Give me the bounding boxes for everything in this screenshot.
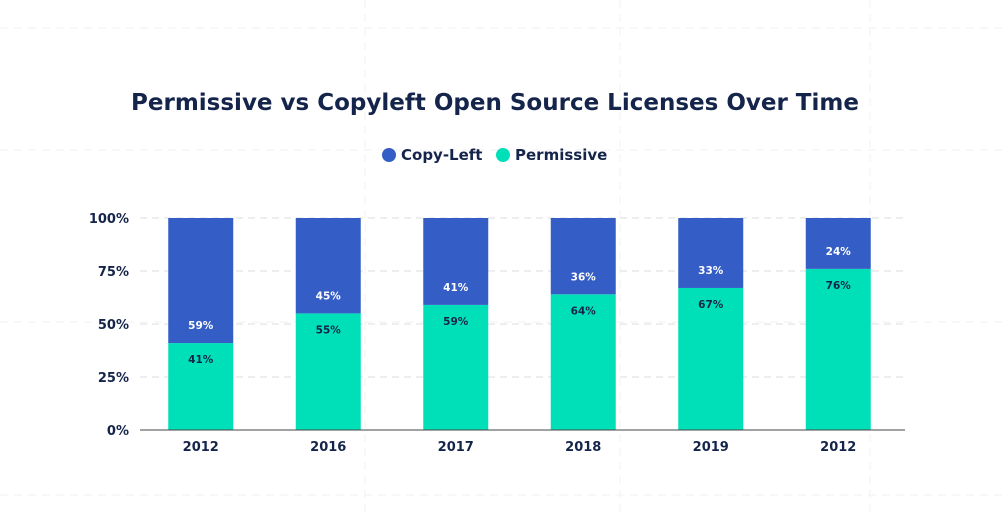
bar-permissive: [678, 287, 744, 430]
legend-label-copyleft: Copy-Left: [401, 146, 482, 164]
data-label-permissive: 59%: [443, 316, 469, 328]
legend: Copy-Left Permissive: [382, 146, 607, 164]
x-tick-label: 2012: [820, 440, 856, 455]
y-tick-label: 50%: [98, 318, 129, 333]
bar-permissive: [550, 294, 616, 430]
x-tick-label: 2019: [693, 440, 729, 455]
y-tick-label: 0%: [107, 424, 129, 439]
bar-permissive: [295, 313, 361, 430]
bar-copyleft: [805, 218, 871, 269]
y-gridlines: [140, 217, 905, 378]
y-axis-ticks: 0% 25% 50% 75% 100%: [89, 212, 129, 439]
bar-copyleft: [423, 218, 489, 305]
bar-permissive: [805, 268, 871, 430]
bar-copyleft: [168, 218, 234, 344]
bar-permissive: [168, 343, 234, 430]
y-tick-label: 25%: [98, 371, 129, 386]
data-label-copyleft: 45%: [316, 290, 342, 302]
legend-swatch-copyleft: [382, 148, 396, 162]
y-tick-label: 75%: [98, 265, 129, 280]
chart-title: Permissive vs Copyleft Open Source Licen…: [131, 90, 859, 116]
bar-copyleft: [295, 218, 361, 314]
data-label-copyleft: 59%: [188, 320, 214, 332]
bars: 59% 41% 45% 55% 41% 59% 36% 64% 33% 67% 24% 76%: [168, 218, 871, 430]
data-label-copyleft: 36%: [571, 271, 597, 283]
legend-label-permissive: Permissive: [515, 146, 607, 164]
data-label-permissive: 67%: [698, 299, 724, 311]
x-tick-label: 2018: [565, 440, 601, 455]
x-axis-ticks: 2012 2016 2017 2018 2019 2012: [183, 440, 857, 455]
data-label-permissive: 55%: [316, 324, 342, 336]
data-label-copyleft: 24%: [826, 246, 852, 258]
bar-copyleft: [550, 218, 616, 295]
legend-swatch-permissive: [496, 148, 510, 162]
x-tick-label: 2017: [438, 440, 474, 455]
data-label-copyleft: 33%: [698, 265, 724, 277]
data-label-permissive: 64%: [571, 305, 597, 317]
x-tick-label: 2012: [183, 440, 219, 455]
data-label-permissive: 76%: [826, 280, 852, 292]
y-tick-label: 100%: [89, 212, 129, 227]
bar-permissive: [423, 304, 489, 430]
data-label-copyleft: 41%: [443, 282, 469, 294]
bar-copyleft: [678, 218, 744, 288]
data-label-permissive: 41%: [188, 354, 214, 366]
x-tick-label: 2016: [310, 440, 346, 455]
